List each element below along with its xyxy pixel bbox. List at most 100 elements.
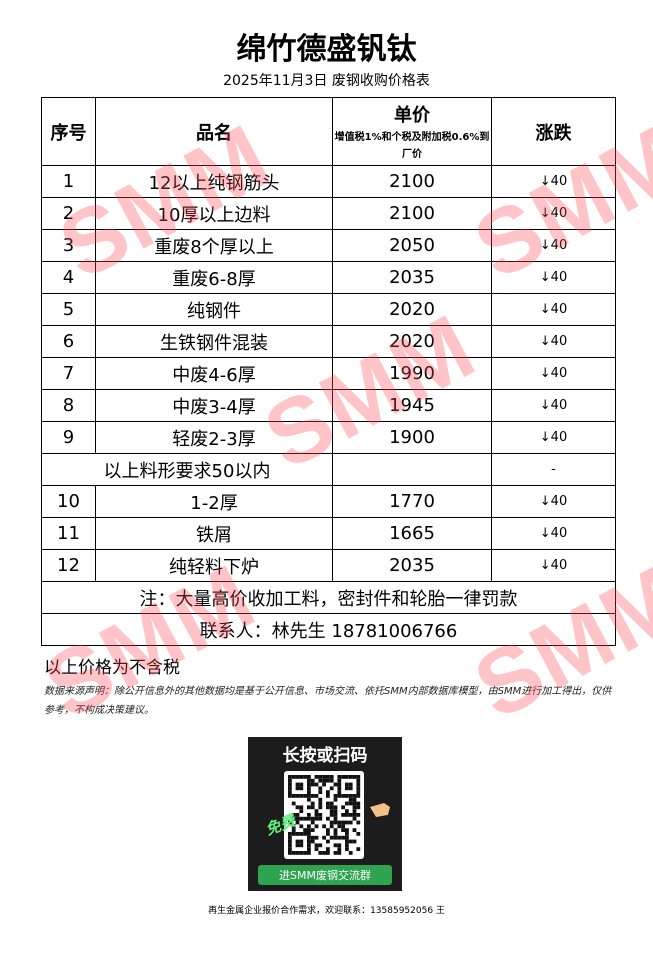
qr-module <box>345 794 349 798</box>
qr-module <box>348 820 353 825</box>
qr-module <box>356 847 361 851</box>
qr-caption: 进SMM废钢交流群 <box>279 868 371 882</box>
qr-module <box>307 786 311 791</box>
qr-module <box>356 790 361 794</box>
qr-module <box>329 809 334 813</box>
change-cell: ↓40 <box>491 517 616 550</box>
change-cell: ↓40 <box>491 549 616 582</box>
qr-module <box>345 828 349 832</box>
qr-module <box>310 782 315 787</box>
qr-module <box>322 824 326 829</box>
qr-module <box>299 786 304 791</box>
qr-module <box>291 816 296 821</box>
price-cell: 1665 <box>332 517 492 550</box>
qr-module <box>295 775 300 779</box>
qr-module <box>345 782 349 787</box>
qr-module <box>299 839 304 844</box>
qr-module <box>299 824 304 829</box>
name-cell: 纯钢件 <box>95 293 333 326</box>
name-cell: 1-2厚 <box>95 485 333 518</box>
qr-module <box>333 820 338 825</box>
qr-module <box>333 816 338 821</box>
qr-module <box>318 797 323 802</box>
qr-module <box>333 851 338 855</box>
contact-line: 再生金属企业报价合作需求，欢迎联系：13585952056 王 <box>208 906 445 916</box>
qr-module <box>333 843 338 848</box>
header-cell: 序号 <box>41 97 96 166</box>
qr-module <box>291 794 296 798</box>
tax-note: 以上价格为不含税 <box>44 658 180 678</box>
name-cell: 生铁钢件混装 <box>95 325 333 358</box>
qr-module <box>326 805 330 810</box>
qr-module <box>307 828 311 832</box>
change-cell: ↓40 <box>491 261 616 294</box>
qr-module <box>337 843 342 848</box>
qr-module <box>345 839 349 844</box>
qr-module <box>295 805 300 810</box>
qr-module <box>329 824 334 829</box>
index-cell: 9 <box>41 421 96 454</box>
table-row: 5 纯钢件 2020 ↓40 <box>41 293 616 326</box>
qr-module <box>314 782 319 787</box>
index-cell: 4 <box>41 261 96 294</box>
qr-module <box>326 832 330 836</box>
header-cell: 品名 <box>95 97 333 166</box>
change-cell: ↓40 <box>491 389 616 422</box>
qr-module <box>318 813 323 817</box>
qr-module <box>288 775 292 779</box>
qr-module <box>348 786 353 791</box>
qr-module <box>307 794 311 798</box>
qr-module <box>299 805 304 810</box>
qr-module <box>288 790 292 794</box>
qr-module <box>333 828 338 832</box>
qr-module <box>299 809 304 813</box>
qr-module <box>333 813 338 817</box>
change-cell: ↓40 <box>491 357 616 390</box>
qr-module <box>295 816 300 821</box>
qr-module <box>341 794 345 798</box>
qr-module <box>318 778 323 783</box>
qr-module <box>356 794 361 798</box>
qr-module <box>326 801 330 806</box>
change-cell: ↓40 <box>491 229 616 262</box>
qr-module <box>307 775 311 779</box>
qr-module <box>326 851 330 855</box>
qr-module <box>288 782 292 787</box>
qr-module <box>345 835 349 840</box>
qr-module <box>345 801 349 806</box>
price-cell: 1945 <box>332 389 492 422</box>
table-row: 注：大量高价收加工料，密封件和轮胎一律罚款 <box>41 581 616 614</box>
qr-module <box>318 775 323 779</box>
qr-module <box>326 778 330 783</box>
qr-module <box>314 843 319 848</box>
qr-module <box>345 786 349 791</box>
qr-module <box>352 805 357 810</box>
qr-module <box>318 801 323 806</box>
qr-caption-bg <box>258 865 392 885</box>
table-row: 10 1-2厚 1770 ↓40 <box>41 485 616 518</box>
qr-module <box>318 786 323 791</box>
qr-module <box>348 851 353 855</box>
qr-module <box>337 835 342 840</box>
header-row: 序号 品名 单价 增值税1%和个税及附加税0.6%到厂价 涨跌 <box>41 97 616 166</box>
qr-module <box>356 820 361 825</box>
qr-module <box>337 794 342 798</box>
qr-module <box>326 839 330 844</box>
qr-module <box>356 832 361 836</box>
qr-module <box>333 794 338 798</box>
qr-module <box>299 832 304 836</box>
qr-module <box>314 794 319 798</box>
qr-module <box>310 835 315 840</box>
qr-module <box>318 851 323 855</box>
price-table: 序号 品名 单价 增值税1%和个税及附加税0.6%到厂价 涨跌 1 12以上纯钢筋头… <box>41 97 616 646</box>
qr-card[interactable]: 长按或扫码 免费 进SMM废钢交流群 <box>248 737 402 891</box>
name-cell: 重废6-8厚 <box>95 261 333 294</box>
price-cell: 2100 <box>332 197 492 230</box>
qr-module <box>326 847 330 851</box>
qr-module <box>303 828 307 832</box>
qr-module <box>310 839 315 844</box>
qr-module <box>337 782 342 787</box>
change-cell: ↓40 <box>491 165 616 198</box>
qr-module <box>326 790 330 794</box>
qr-code <box>288 775 361 855</box>
